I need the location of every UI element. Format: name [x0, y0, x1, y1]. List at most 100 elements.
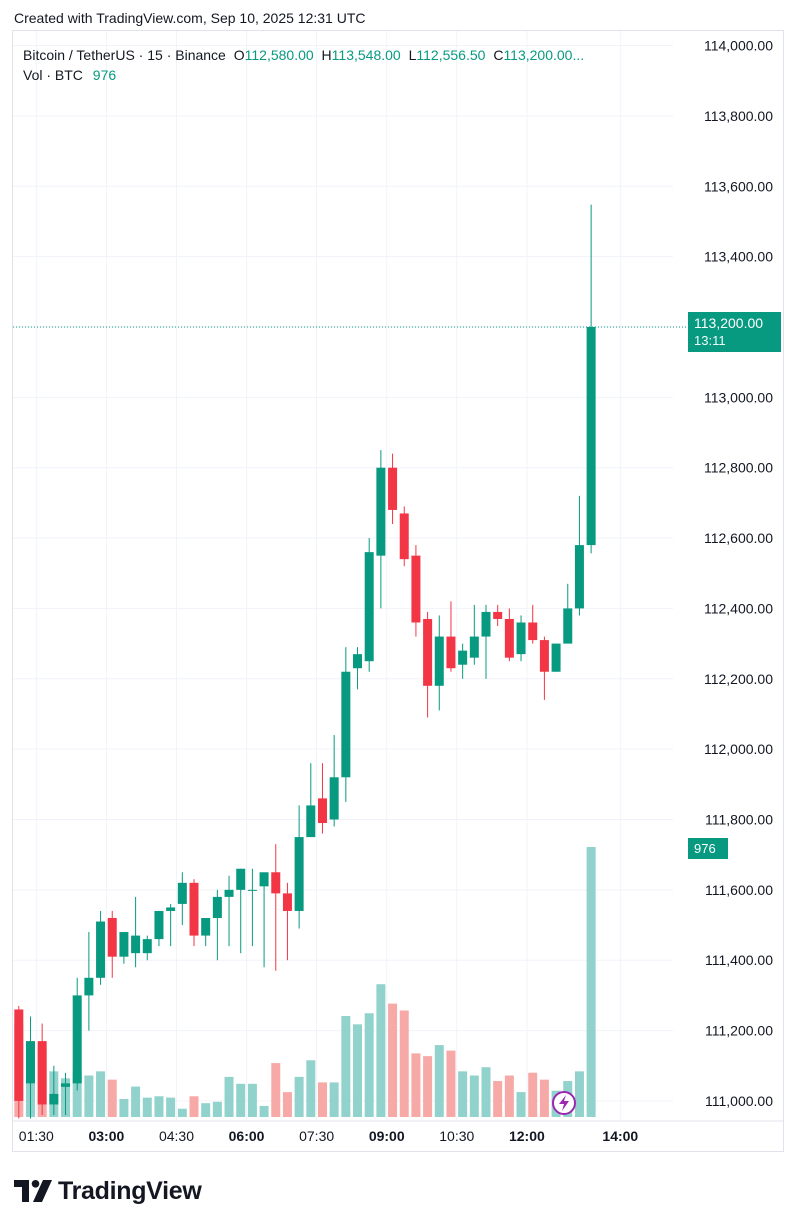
volume-bar	[154, 1096, 164, 1117]
candle-body	[586, 326, 596, 546]
time-tick-label: 09:00	[369, 1128, 405, 1144]
candle-body	[411, 555, 421, 623]
tradingview-logo[interactable]: TradingView	[14, 1176, 202, 1206]
volume-bar	[201, 1103, 211, 1117]
candle-body	[528, 622, 538, 641]
symbol-title[interactable]: Bitcoin / TetherUS · 15 · Binance	[23, 47, 226, 63]
current-price-tag: 113,200.00 13:11	[688, 312, 781, 352]
candle-body	[504, 618, 514, 658]
volume-bar	[306, 1060, 316, 1117]
volume-bar	[434, 1045, 444, 1117]
candle-body	[154, 910, 164, 940]
price-tick-label: 111,600.00	[705, 882, 773, 898]
volume-bar	[586, 847, 596, 1117]
time-tick-label: 12:00	[509, 1128, 545, 1144]
volume-bar	[259, 1105, 269, 1117]
volume-bar	[294, 1076, 304, 1117]
price-tick-label: 114,000.00	[704, 38, 773, 54]
volume-bar	[224, 1076, 234, 1117]
candle-body	[539, 640, 549, 672]
price-tick-label: 111,000.00	[705, 1093, 773, 1109]
tradingview-wordmark: TradingView	[58, 1176, 202, 1205]
candlesticks	[14, 204, 596, 1119]
volume-bar	[353, 1024, 363, 1117]
candle-body	[131, 935, 141, 954]
candle-body	[177, 882, 187, 904]
bar-countdown: 13:11	[694, 333, 726, 348]
volume-bar	[189, 1096, 199, 1117]
chart-frame[interactable]: 01:30 03:00 04:30 06:00 07:30 09:00 10:30 12:00…	[12, 30, 784, 1152]
close-label: C	[493, 47, 504, 63]
x-axis: 01:30 03:00 04:30 06:00 07:30 09:00 10:30 12:00…	[19, 1128, 639, 1144]
price-tick-label: 112,600.00	[704, 530, 773, 546]
volume-bar	[516, 1092, 526, 1117]
candle-body	[329, 777, 339, 820]
volume-bar	[131, 1086, 141, 1117]
candle-body	[96, 921, 106, 978]
volume-bar	[119, 1099, 129, 1117]
candle-body	[212, 896, 222, 918]
open-value: 112,580.00	[244, 47, 314, 63]
volume-bar	[493, 1081, 503, 1117]
volume-bar	[341, 1016, 351, 1117]
lightning-icon[interactable]	[552, 1091, 576, 1115]
candle-body	[364, 552, 374, 662]
candle-body	[107, 917, 117, 957]
volume-bar	[317, 1082, 327, 1117]
candle-body	[236, 868, 246, 890]
volume-bar	[411, 1053, 421, 1117]
tradingview-mark-icon	[14, 1180, 52, 1202]
price-tick-label: 113,600.00	[704, 178, 773, 194]
candle-body	[282, 893, 292, 911]
volume-bar	[84, 1075, 94, 1117]
volume-bar	[458, 1071, 468, 1117]
candle-body	[481, 611, 491, 637]
price-tick-label: 112,000.00	[704, 741, 773, 757]
volume-bar	[247, 1083, 257, 1117]
volume-bar	[271, 1063, 281, 1117]
volume-bar	[539, 1079, 549, 1117]
candle-body	[353, 654, 363, 669]
volume-bar	[574, 1071, 584, 1117]
candle-body	[259, 872, 269, 887]
candle-body	[224, 889, 234, 897]
candle-body	[49, 1093, 59, 1105]
price-tick-label: 112,400.00	[704, 600, 773, 616]
time-tick-label: 14:00	[602, 1128, 638, 1144]
price-tick-label: 112,800.00	[704, 460, 773, 476]
candle-body	[294, 837, 304, 911]
volume-bar	[236, 1083, 246, 1117]
candle-body	[388, 467, 398, 510]
candle-body	[317, 798, 327, 824]
volume-bar	[166, 1097, 176, 1117]
candle-body	[25, 1041, 35, 1084]
volume-row: Vol · BTC 976	[23, 65, 584, 85]
volume-label[interactable]: Vol · BTC	[23, 67, 83, 83]
price-tick-label: 111,800.00	[705, 811, 773, 827]
candle-body	[306, 805, 316, 838]
time-tick-label: 01:30	[19, 1128, 54, 1144]
time-tick-label: 03:00	[88, 1128, 124, 1144]
ohlc-row: Bitcoin / TetherUS · 15 · Binance O112,5…	[23, 45, 584, 65]
chart-canvas[interactable]: 01:30 03:00 04:30 06:00 07:30 09:00 10:30 12:00…	[13, 31, 783, 1151]
high-label: H	[321, 47, 332, 63]
grid-lines	[13, 31, 783, 1122]
close-value: 113,200.00...	[503, 47, 585, 63]
candle-body	[516, 622, 526, 655]
price-tick-label: 113,800.00	[704, 108, 773, 124]
volume-value: 976	[92, 67, 117, 83]
volume-bar	[96, 1071, 106, 1117]
candle-body	[14, 1009, 24, 1101]
candle-body	[376, 467, 386, 556]
candle-body	[574, 545, 584, 609]
volume-bar	[329, 1082, 339, 1117]
volume-bar	[469, 1075, 479, 1117]
volume-bar	[481, 1067, 491, 1117]
candle-body	[434, 636, 444, 686]
volume-bar	[212, 1101, 222, 1117]
low-label: L	[408, 47, 417, 63]
price-axis[interactable]: 114,000.00 113,800.00 113,600.00 113,400.00…	[704, 38, 773, 1109]
candle-body	[72, 995, 82, 1084]
volume-bar	[177, 1108, 187, 1117]
candle-body	[189, 882, 199, 936]
